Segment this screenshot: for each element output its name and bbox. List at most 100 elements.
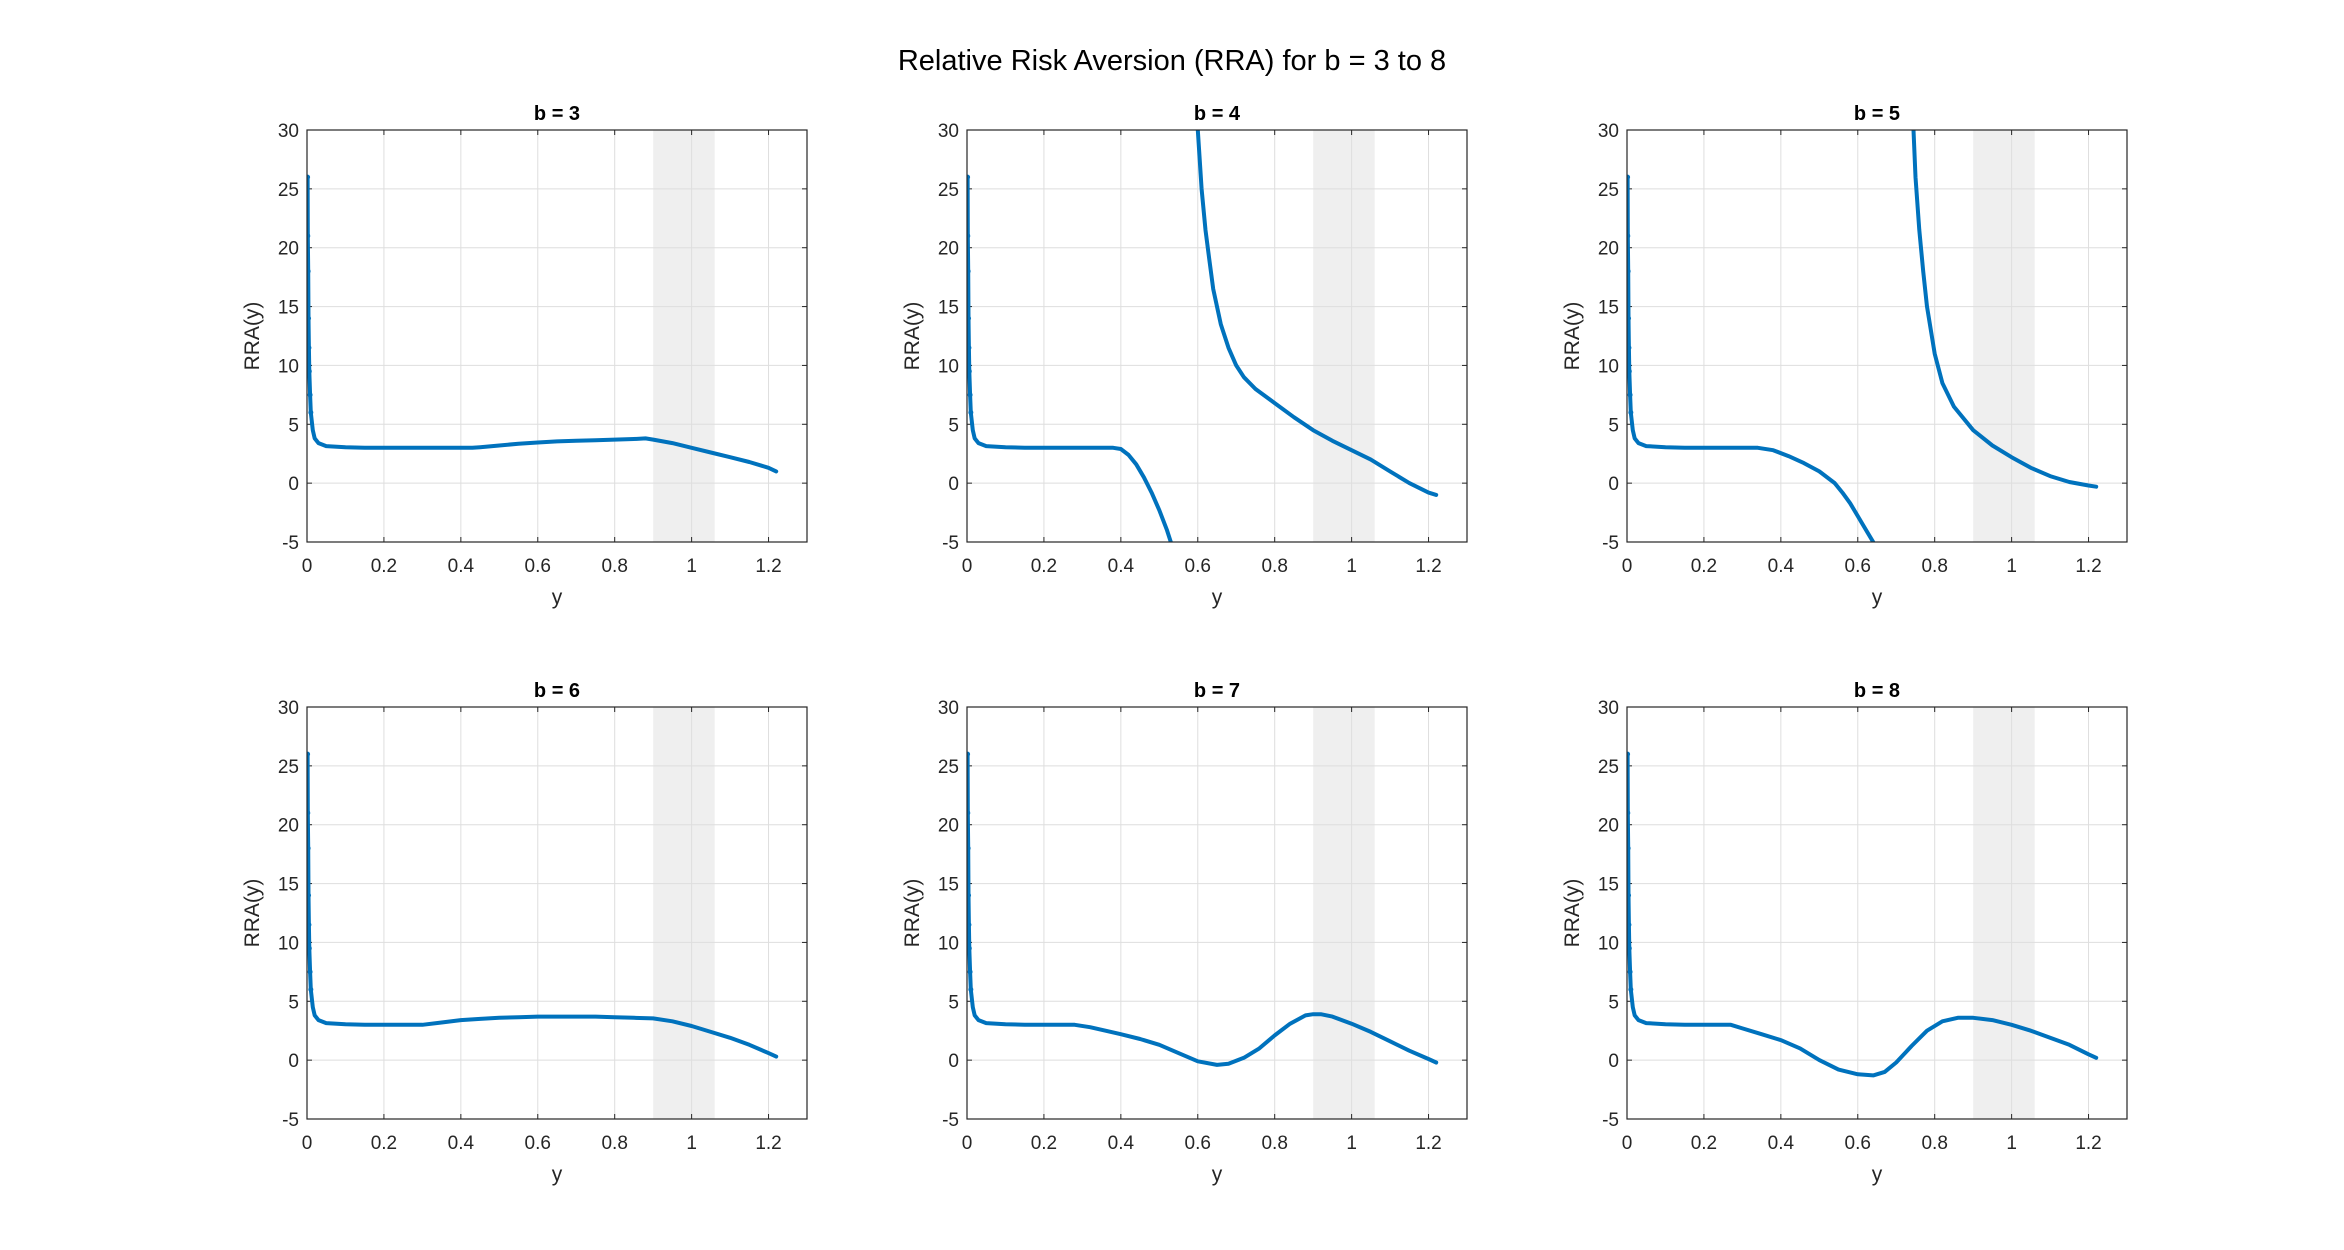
x-tick-label: 0.2: [1031, 556, 1057, 577]
x-tick-label: 0.2: [1691, 1133, 1717, 1154]
x-tick-label: 0.6: [1185, 1133, 1211, 1154]
x-tick-label: 0.8: [1261, 1133, 1287, 1154]
x-axis-label: y: [1212, 586, 1223, 609]
data-point: [967, 268, 971, 274]
data-point: [967, 368, 972, 374]
y-tick-label: 30: [938, 121, 959, 142]
rra-curve-segment-1: [967, 175, 1173, 542]
y-tick-label: 30: [938, 698, 959, 719]
x-tick-label: 0.6: [525, 1133, 551, 1154]
x-tick-label: 0: [1622, 556, 1633, 577]
shaded-band: [653, 130, 715, 542]
data-point: [967, 969, 973, 975]
y-tick-label: 0: [1608, 1051, 1619, 1072]
x-tick-label: 0.4: [448, 556, 475, 577]
data-point: [307, 345, 312, 351]
x-tick-label: 1.2: [1415, 1133, 1441, 1154]
data-point: [967, 174, 971, 180]
x-tick-label: 0.6: [1845, 556, 1871, 577]
x-axis-label: y: [552, 1163, 563, 1186]
data-point: [307, 892, 312, 898]
y-tick-label: -5: [942, 1110, 959, 1131]
y-axis-label: RRA(y): [1561, 879, 1584, 948]
y-tick-label: 10: [278, 933, 299, 954]
x-tick-label: 1.2: [2075, 1133, 2101, 1154]
subplot-title: b = 3: [534, 103, 580, 125]
rra-curve-segment-2: [1911, 130, 2099, 489]
x-tick-label: 0: [962, 1133, 973, 1154]
data-point: [967, 392, 973, 398]
y-tick-label: -5: [1602, 533, 1619, 554]
shaded-band: [653, 707, 715, 1119]
data-point: [1627, 345, 1632, 351]
x-tick-label: 1.2: [2075, 556, 2101, 577]
data-point: [1627, 392, 1633, 398]
shaded-band: [1973, 707, 2035, 1119]
rra-curve-segment-1: [307, 752, 779, 1059]
y-tick-label: -5: [282, 1110, 299, 1131]
data-point: [967, 945, 972, 951]
x-tick-label: 0.8: [1261, 556, 1287, 577]
x-tick-label: 0.4: [1768, 1133, 1795, 1154]
x-axis-label: y: [1872, 1163, 1883, 1186]
data-point: [967, 922, 972, 928]
data-point: [307, 810, 311, 816]
subplot-title: b = 7: [1194, 680, 1240, 702]
y-tick-label: 25: [1598, 180, 1619, 201]
data-point: [967, 845, 971, 851]
data-point: [307, 268, 311, 274]
y-tick-label: 30: [1598, 698, 1619, 719]
x-tick-label: 0: [962, 556, 973, 577]
data-point: [967, 810, 971, 816]
data-point: [307, 392, 313, 398]
data-point: [967, 345, 972, 351]
x-axis-label: y: [1212, 1163, 1223, 1186]
y-tick-label: 10: [938, 933, 959, 954]
x-tick-label: 1: [2006, 556, 2017, 577]
data-point: [307, 845, 311, 851]
y-tick-label: 0: [948, 1051, 959, 1072]
data-point: [1627, 751, 1631, 757]
axes-background: [1627, 130, 2127, 542]
y-tick-label: 5: [948, 415, 959, 436]
subplot-title: b = 8: [1854, 680, 1900, 702]
y-tick-label: 15: [938, 875, 959, 896]
axes-frame: [966, 706, 1468, 1120]
y-tick-label: -5: [1602, 1110, 1619, 1131]
x-tick-label: 0.4: [1108, 556, 1135, 577]
data-point: [307, 969, 313, 975]
rra-curve-segment-1: [1627, 175, 1876, 542]
data-point: [968, 410, 974, 416]
y-axis-label: RRA(y): [241, 302, 264, 371]
y-tick-label: 0: [1608, 474, 1619, 495]
data-point: [1627, 892, 1632, 898]
data-point: [1627, 945, 1632, 951]
y-tick-label: -5: [942, 533, 959, 554]
x-tick-label: 0.4: [1768, 556, 1795, 577]
shaded-band: [1313, 707, 1375, 1119]
y-tick-label: 25: [938, 757, 959, 778]
data-point: [967, 892, 972, 898]
data-point: [308, 410, 314, 416]
y-tick-label: 15: [1598, 875, 1619, 896]
data-point: [1627, 174, 1631, 180]
x-tick-label: 0.2: [1031, 1133, 1057, 1154]
axes-frame: [1626, 129, 2128, 543]
x-tick-label: 0.8: [601, 1133, 627, 1154]
axes-background: [1627, 707, 2127, 1119]
rra-curve-segment-2: [1195, 130, 1439, 497]
axes-frame: [1626, 706, 2128, 1120]
data-point: [967, 233, 971, 239]
y-tick-label: 5: [288, 415, 299, 436]
x-tick-label: 0: [1622, 1133, 1633, 1154]
subplot-title: b = 6: [534, 680, 580, 702]
y-tick-label: 0: [948, 474, 959, 495]
y-tick-label: -5: [282, 533, 299, 554]
x-tick-label: 1: [686, 556, 697, 577]
data-point: [307, 945, 312, 951]
